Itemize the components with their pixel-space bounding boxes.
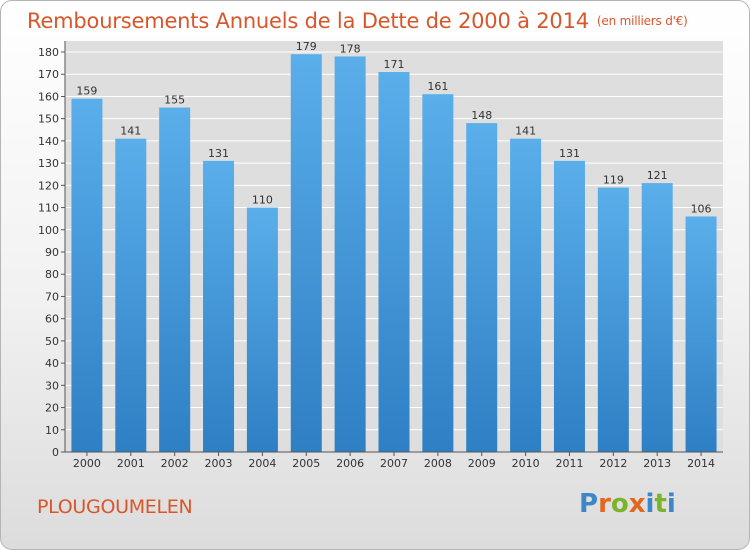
logo-letter: i bbox=[666, 489, 676, 519]
bar-2005 bbox=[290, 54, 322, 452]
bar-2006 bbox=[334, 56, 366, 452]
bar-2012 bbox=[597, 187, 629, 453]
bar-value-label: 178 bbox=[340, 42, 361, 55]
y-tick-label: 90 bbox=[45, 246, 59, 259]
y-tick-label: 50 bbox=[45, 335, 59, 348]
bar-value-label: 131 bbox=[208, 147, 229, 160]
x-tick-label: 2014 bbox=[687, 457, 715, 470]
y-tick-label: 0 bbox=[52, 446, 59, 459]
x-tick-label: 2006 bbox=[336, 457, 364, 470]
x-axis: 2000 2001 2002 2003 2004 2005 2006 2007 2008 2009… bbox=[65, 451, 723, 470]
x-tick-label: 2005 bbox=[292, 457, 320, 470]
y-tick-label: 180 bbox=[38, 46, 59, 59]
bar-value-label: 171 bbox=[384, 58, 405, 71]
bar-2002 bbox=[159, 107, 191, 453]
x-tick-label: 2004 bbox=[248, 457, 276, 470]
chart-title-text: Remboursements Annuels de la Dette de 20… bbox=[27, 9, 589, 33]
chart-title: Remboursements Annuels de la Dette de 20… bbox=[27, 9, 688, 33]
y-tick-label: 120 bbox=[38, 179, 59, 192]
bar-value-label: 141 bbox=[120, 125, 141, 138]
logo-letter: x bbox=[628, 489, 646, 519]
bar-2003 bbox=[203, 160, 235, 452]
y-tick-label: 80 bbox=[45, 268, 59, 281]
bar-value-label: 141 bbox=[515, 125, 536, 138]
bar-value-label: 131 bbox=[559, 147, 580, 160]
x-tick-label: 2003 bbox=[205, 457, 233, 470]
bar-value-label: 148 bbox=[471, 109, 492, 122]
y-axis: 0 10 20 30 40 50 60 70 80 90 100 110 120 130 140 150 160… bbox=[38, 41, 66, 459]
y-tick-label: 10 bbox=[45, 424, 59, 437]
chart-unit-label: (en milliers d'€) bbox=[596, 14, 688, 28]
bar-2010 bbox=[510, 138, 542, 452]
logo-letter: r bbox=[598, 489, 611, 519]
proxiti-logo: Proxiti bbox=[579, 489, 676, 519]
bar-2011 bbox=[553, 160, 585, 452]
x-tick-label: 2010 bbox=[512, 457, 540, 470]
bar-2008 bbox=[422, 94, 454, 452]
logo-letter: i bbox=[645, 489, 655, 519]
bar-value-label: 179 bbox=[296, 40, 317, 53]
x-tick-label: 2009 bbox=[468, 457, 496, 470]
x-tick-label: 2000 bbox=[73, 457, 101, 470]
bar-2014 bbox=[685, 216, 717, 452]
bar-2001 bbox=[115, 138, 147, 452]
y-tick-label: 30 bbox=[45, 379, 59, 392]
bars: 159 141 155 131 110 179 178 171 161 148 141 131 119 1… bbox=[71, 40, 717, 453]
bar-2000 bbox=[71, 98, 103, 453]
y-tick-label: 150 bbox=[38, 113, 59, 126]
y-tick-label: 110 bbox=[38, 202, 59, 215]
y-tick-label: 160 bbox=[38, 90, 59, 103]
x-tick-label: 2011 bbox=[555, 457, 583, 470]
logo-letter: t bbox=[654, 489, 667, 519]
bar-value-label: 121 bbox=[647, 169, 668, 182]
x-tick-label: 2007 bbox=[380, 457, 408, 470]
x-tick-label: 2001 bbox=[117, 457, 145, 470]
y-tick-label: 140 bbox=[38, 135, 59, 148]
commune-name: PLOUGOUMELEN bbox=[37, 496, 193, 518]
y-tick-label: 20 bbox=[45, 402, 59, 415]
bar-value-label: 106 bbox=[691, 202, 712, 215]
bar-value-label: 155 bbox=[164, 94, 185, 107]
bar-2013 bbox=[641, 183, 673, 452]
logo-letter: P bbox=[579, 489, 599, 519]
bar-2007 bbox=[378, 72, 410, 452]
bar-value-label: 161 bbox=[427, 80, 448, 93]
bar-2004 bbox=[246, 207, 278, 452]
y-tick-label: 70 bbox=[45, 290, 59, 303]
y-tick-label: 40 bbox=[45, 357, 59, 370]
y-tick-label: 100 bbox=[38, 224, 59, 237]
y-tick-label: 130 bbox=[38, 157, 59, 170]
bar-value-label: 159 bbox=[76, 85, 97, 98]
bar-value-label: 110 bbox=[252, 194, 273, 207]
x-tick-label: 2002 bbox=[161, 457, 189, 470]
logo-letter: o bbox=[610, 489, 629, 519]
x-tick-label: 2013 bbox=[643, 457, 671, 470]
bar-2009 bbox=[466, 123, 498, 452]
y-tick-label: 60 bbox=[45, 313, 59, 326]
y-tick-label: 170 bbox=[38, 68, 59, 81]
x-tick-label: 2008 bbox=[424, 457, 452, 470]
bar-value-label: 119 bbox=[603, 174, 624, 187]
x-tick-label: 2012 bbox=[599, 457, 627, 470]
